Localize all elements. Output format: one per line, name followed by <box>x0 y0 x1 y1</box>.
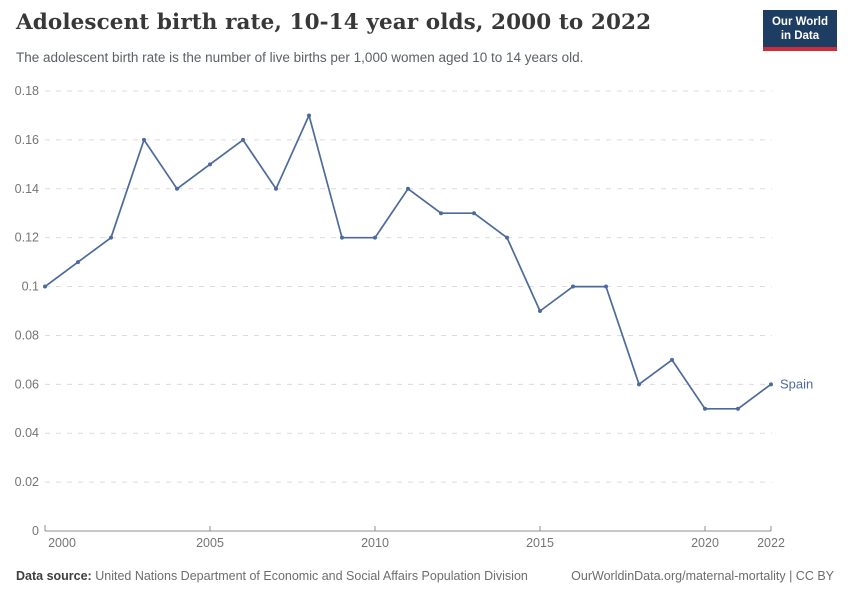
x-axis-tick-label: 2005 <box>196 536 224 550</box>
data-point-marker <box>406 186 410 191</box>
chart-subtitle: The adolescent birth rate is the number … <box>16 50 584 65</box>
data-point-marker <box>175 186 179 191</box>
x-axis-tick-label: 2000 <box>48 536 76 550</box>
data-point-marker <box>670 357 674 362</box>
data-point-marker <box>373 235 377 240</box>
data-point-marker <box>43 284 47 289</box>
x-axis-tick-label: 2020 <box>691 536 719 550</box>
page-title: Adolescent birth rate, 10-14 year olds, … <box>16 10 652 35</box>
data-point-marker <box>307 113 311 118</box>
line-chart-canvas: 0 0.02 0.04 0.06 0.08 0.1 0.12 0.14 0.16 0.18 2000… <box>15 84 814 550</box>
series-line-spain <box>44 114 772 410</box>
data-point-marker <box>505 235 509 240</box>
data-point-marker <box>76 260 80 265</box>
data-point-marker <box>538 309 542 313</box>
y-axis-tick-label: 0.14 <box>15 182 39 196</box>
data-point-marker <box>472 211 476 216</box>
data-source-text: United Nations Department of Economic an… <box>95 569 528 583</box>
x-axis-tick-label: 2010 <box>361 536 389 550</box>
y-axis-tick-label: 0.06 <box>15 377 39 391</box>
data-point-marker <box>637 382 641 387</box>
y-axis-tick-label: 0.1 <box>22 280 39 294</box>
origin-link[interactable]: OurWorldinData.org/maternal-mortality | … <box>571 569 834 583</box>
y-axis-tick-label: 0.16 <box>15 133 39 147</box>
owid-logo-line1: Our World <box>771 16 828 28</box>
data-point-marker <box>703 406 707 411</box>
data-point-marker <box>736 406 740 411</box>
data-point-marker <box>274 186 278 191</box>
data-point-marker <box>439 211 443 216</box>
x-axis-tick-label: 2015 <box>526 536 554 550</box>
data-point-marker <box>142 137 146 142</box>
y-axis-tick-label: 0.18 <box>15 84 39 98</box>
owid-logo[interactable]: Our World in Data <box>762 10 837 51</box>
data-point-marker <box>571 284 575 289</box>
data-point-marker <box>109 235 113 240</box>
y-axis-tick-label: 0 <box>32 524 39 538</box>
y-axis-tick-label: 0.02 <box>15 475 39 489</box>
data-point-marker <box>208 162 212 167</box>
y-axis-tick-label: 0.04 <box>15 426 39 440</box>
series-end-label[interactable]: Spain <box>780 376 813 391</box>
data-point-marker <box>604 284 608 289</box>
data-source: Data source: United Nations Department o… <box>16 569 528 583</box>
owid-logo-line2: in Data <box>780 29 820 42</box>
y-axis-tick-label: 0.08 <box>15 328 39 342</box>
data-point-marker <box>340 235 344 240</box>
x-axis-tick-label: 2022 <box>757 536 785 550</box>
data-point-marker <box>241 137 245 142</box>
y-axis-tick-label: 0.12 <box>15 231 39 245</box>
chart-footer: Data source: United Nations Department o… <box>16 569 834 583</box>
data-point-marker <box>769 382 773 387</box>
data-source-label: Data source: <box>16 569 92 583</box>
